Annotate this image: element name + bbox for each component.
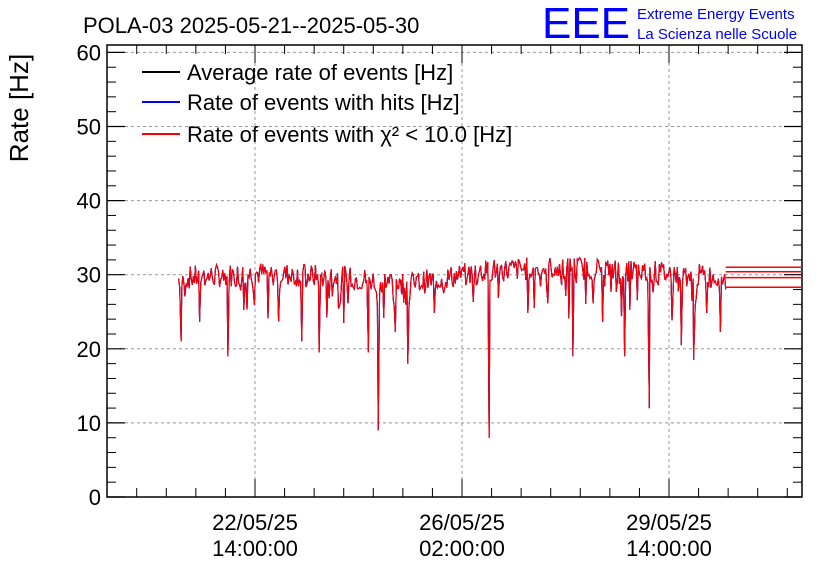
logo-mark: EEE	[542, 0, 630, 48]
y-axis-label: Rate [Hz]	[4, 54, 34, 162]
logo-line-2: La Scienza nelle Scuole	[637, 26, 797, 43]
y-tick-label: 60	[77, 40, 101, 65]
y-tick-label: 20	[77, 337, 101, 362]
legend-label-average: Average rate of events [Hz]	[187, 60, 453, 85]
y-tick-label: 0	[89, 485, 101, 510]
legend: Average rate of events [Hz] Rate of even…	[142, 60, 512, 147]
logo-line-1: Extreme Energy Events	[637, 6, 795, 23]
x-tick-labels: 22/05/2514:00:0026/05/2502:00:0029/05/25…	[212, 510, 712, 561]
y-tick-labels: 0 10 20 30 40 50 60	[77, 40, 101, 510]
x-tick-label-date: 29/05/25	[626, 510, 712, 535]
eee-logo: EEE Extreme Energy Events La Scienza nel…	[542, 0, 797, 48]
y-tick-label: 10	[77, 411, 101, 436]
series-line-2	[178, 256, 727, 438]
x-tick-label-time: 14:00:00	[212, 536, 298, 561]
x-tick-label-time: 02:00:00	[419, 536, 505, 561]
y-tick-label: 40	[77, 189, 101, 214]
axis-ticks	[107, 45, 802, 498]
y-tick-label: 50	[77, 115, 101, 140]
y-tick-label: 30	[77, 263, 101, 288]
x-tick-label-time: 14:00:00	[626, 536, 712, 561]
x-tick-label-date: 26/05/25	[419, 510, 505, 535]
legend-label-hits: Rate of events with hits [Hz]	[187, 90, 460, 115]
series-group	[178, 256, 802, 438]
legend-label-chi2: Rate of events with χ² < 10.0 [Hz]	[187, 122, 512, 147]
x-tick-label-date: 22/05/25	[212, 510, 298, 535]
chart-title: POLA-03 2025-05-21--2025-05-30	[83, 13, 419, 38]
